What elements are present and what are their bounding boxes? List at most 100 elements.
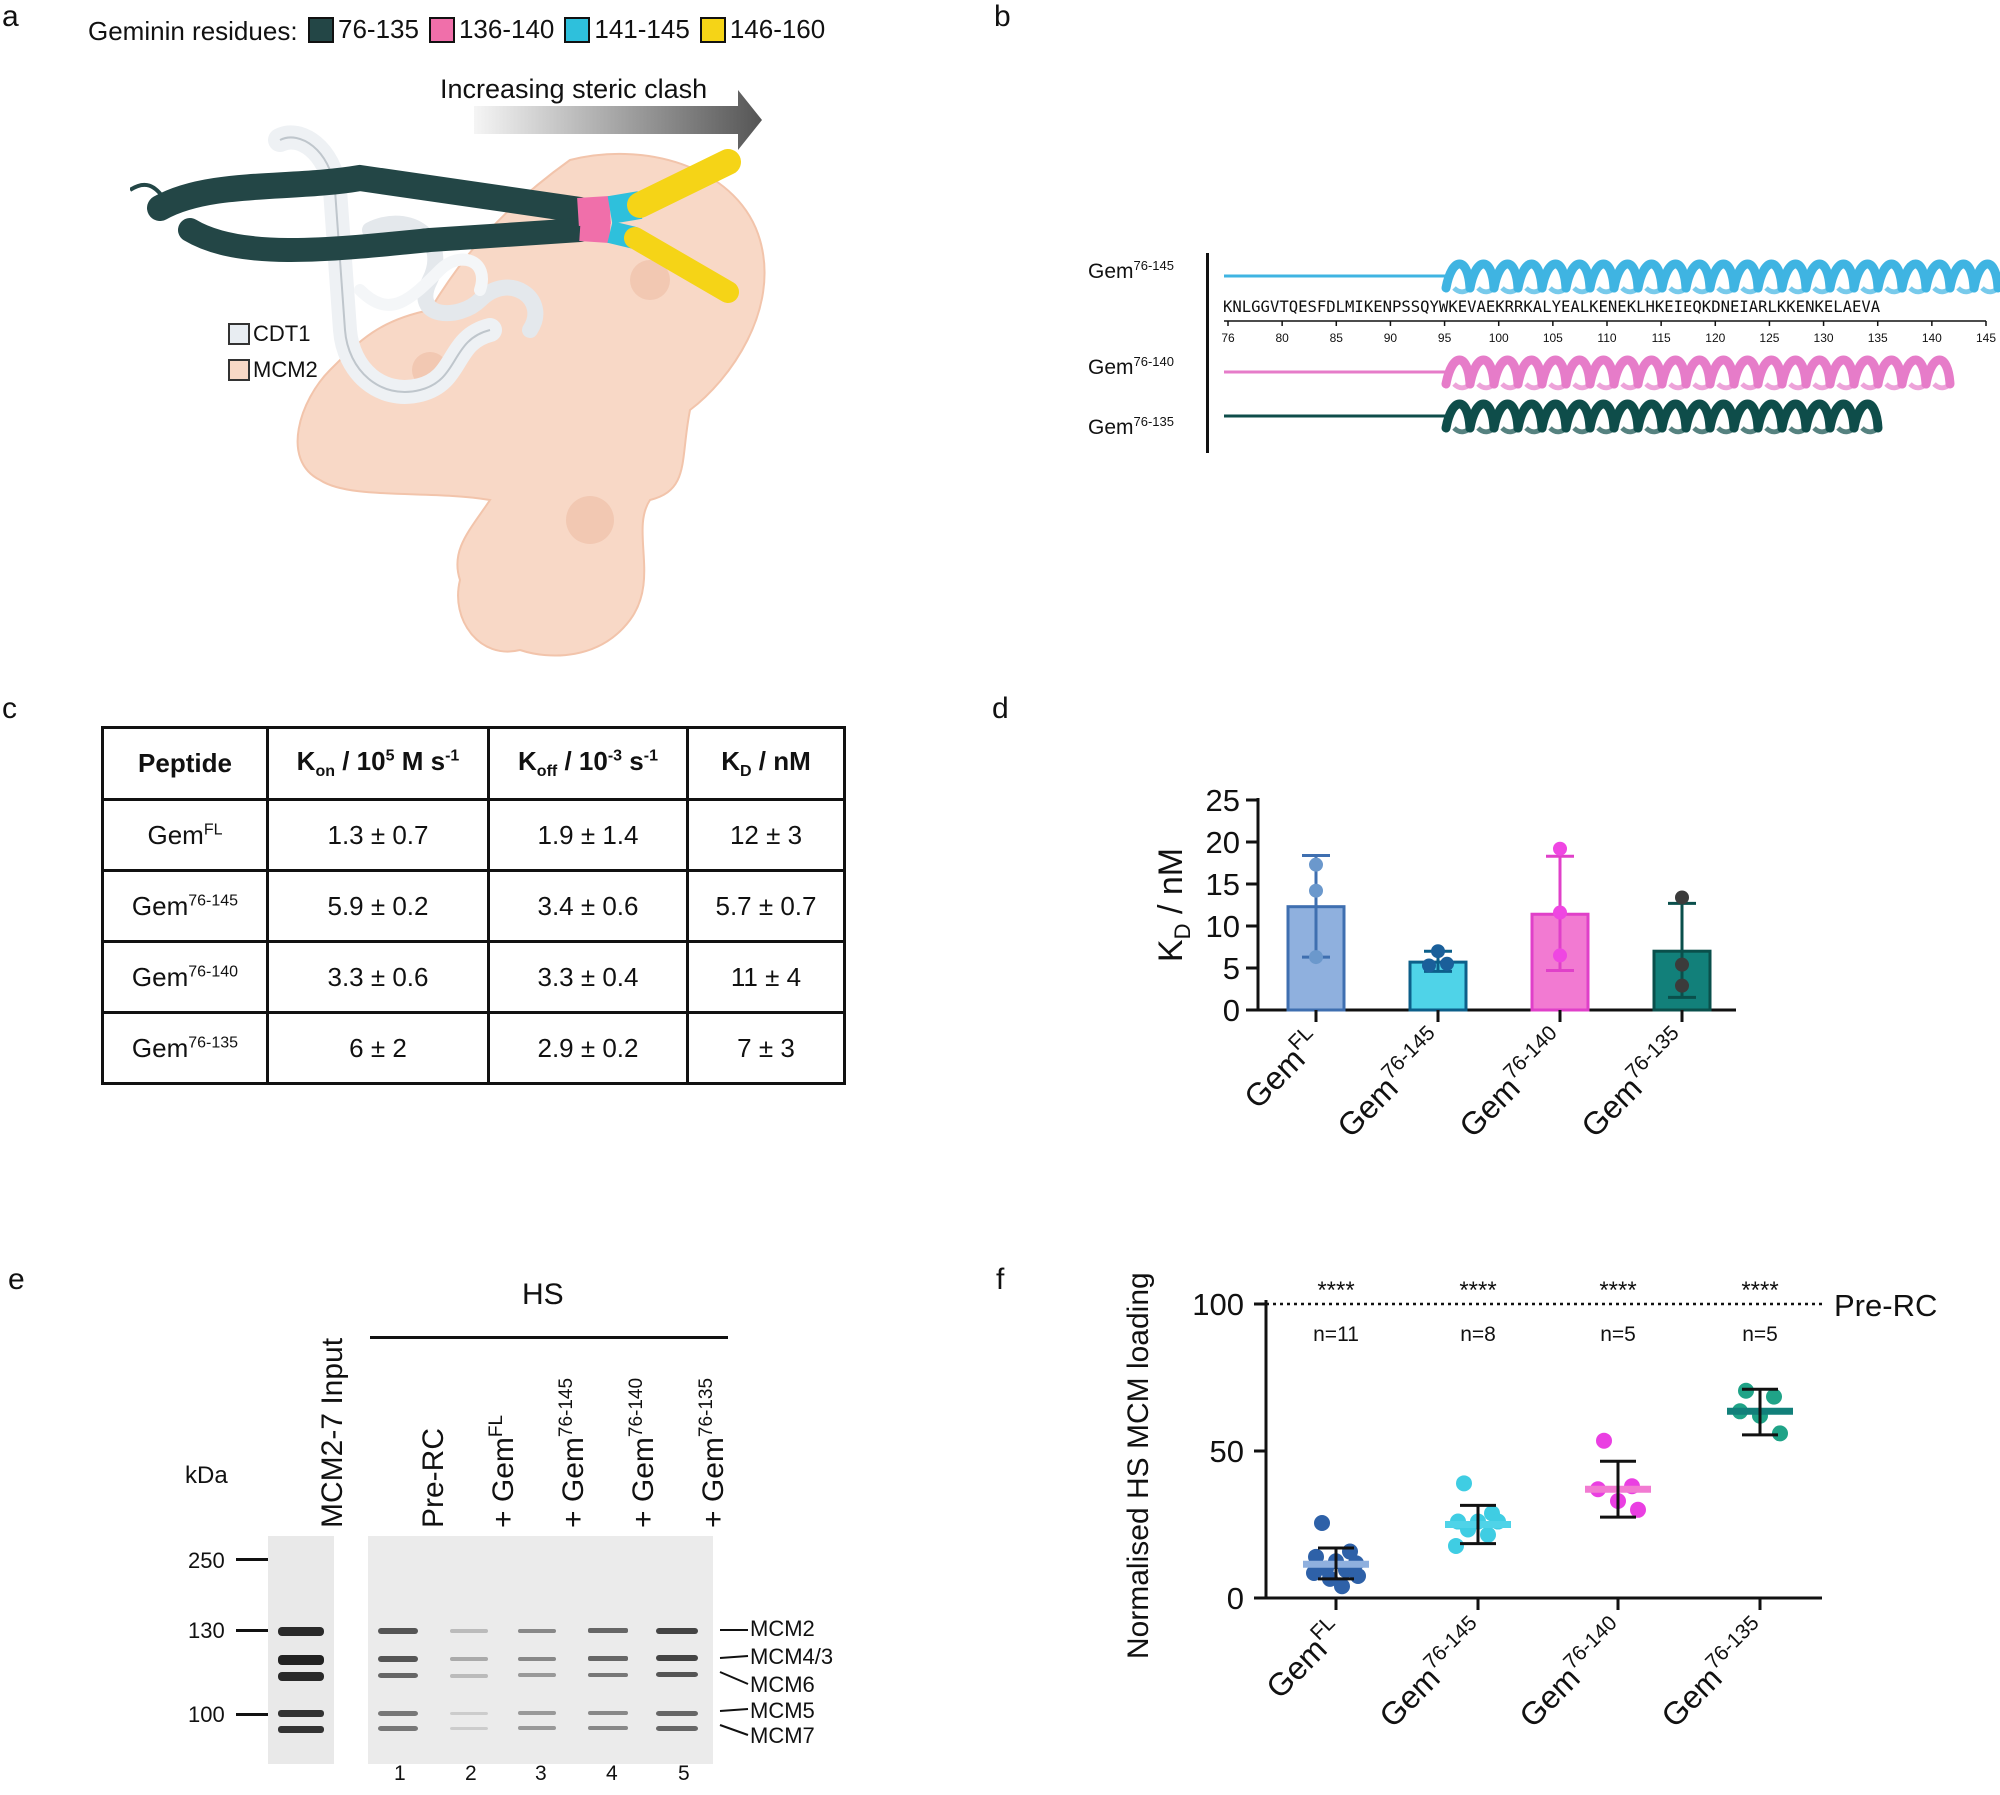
kon-k: K: [296, 745, 316, 776]
cell-peptide: Gem76-140: [101, 940, 269, 1014]
data-point: [1350, 1567, 1366, 1584]
y-tick-label: 0: [1227, 1581, 1244, 1616]
construct-sup: 76-140: [1133, 354, 1174, 369]
data-point: [1334, 1578, 1350, 1595]
mcm-loading-scatter: 0 50 100 Normalised HS MCM loading Pre-RC ***…: [1122, 1272, 1937, 1734]
significance-marker: ****: [1741, 1277, 1778, 1304]
gel-band: [656, 1672, 698, 1677]
gel-band: [450, 1629, 488, 1633]
kon-unit2: M s: [394, 745, 446, 776]
y-tick-label: 100: [1192, 1287, 1244, 1322]
gel-band: [450, 1674, 488, 1678]
significance-marker: ****: [1317, 1277, 1354, 1304]
helix-turn: [1921, 355, 1955, 389]
geminin-tail: [130, 182, 167, 202]
kd-bar-chart: 0 5 10 15 20 25 KD / nM GemFLGem76-145Gem76-140…: [1152, 783, 1736, 1144]
data-point: [1553, 905, 1567, 920]
lane-header: Pre-RC: [417, 1427, 450, 1528]
gel-band: [656, 1628, 698, 1634]
legend-label: 146-160: [729, 14, 826, 44]
gel-band: [656, 1655, 698, 1661]
gel-band: [588, 1711, 628, 1715]
ruler-tick-label: 85: [1330, 331, 1344, 345]
ruler-tick-label: 115: [1652, 331, 1671, 345]
construct-name: Gem: [1088, 356, 1134, 379]
gel-band: [588, 1673, 628, 1677]
band-label: MCM2: [750, 1616, 815, 1641]
band-pointer: [719, 1671, 749, 1685]
band-label: MCM4/3: [750, 1644, 834, 1669]
gel-band: [518, 1673, 556, 1677]
panel-label-b: b: [994, 0, 1011, 33]
helix-145: [1441, 259, 2000, 295]
gel-band: [278, 1726, 324, 1733]
lane-number: 2: [465, 1762, 477, 1785]
cdt1-swatch: [228, 323, 250, 345]
y-tick-label: 50: [1210, 1434, 1244, 1469]
legend-label-cdt1: CDT1: [253, 321, 311, 346]
y-axis-label: KD / nM: [1152, 848, 1195, 962]
cell-koff: 1.9 ± 1.4: [487, 798, 689, 872]
data-point: [1675, 890, 1689, 905]
pre-rc-label: Pre-RC: [1834, 1288, 1937, 1323]
mw-marker-250: 250: [188, 1548, 225, 1573]
table-row: Gem76-140 3.3 ± 0.6 3.3 ± 0.4 11 ± 4: [101, 940, 846, 1014]
kd-k: K: [721, 745, 740, 776]
gel-band: [278, 1710, 324, 1717]
gel-band: [518, 1629, 556, 1633]
header-kon: Kon / 105 M s-1: [266, 726, 490, 801]
ruler-tick-label: 145: [1976, 331, 1996, 345]
gel-band: [656, 1711, 698, 1716]
helix-diagram: 76 80 85 90 95 100 105 110 115 120 125 130 135 140 145: [1221, 259, 2000, 435]
band-pointer: [719, 1655, 749, 1659]
helix-turn: [1849, 399, 1883, 433]
gel-band: [450, 1727, 488, 1730]
data-point: [1630, 1501, 1646, 1518]
helix-140: [1441, 355, 1955, 391]
construct-name: Gem: [1088, 260, 1134, 283]
koff-unit: / 10: [557, 745, 608, 776]
gel-band: [378, 1673, 418, 1678]
x-tick-label: Gem76-135: [1572, 1021, 1695, 1144]
construct-name: Gem: [1088, 416, 1134, 439]
header-kd: KD / nM: [686, 726, 846, 801]
data-point: [1448, 1537, 1464, 1554]
data-point: [1772, 1425, 1788, 1442]
gel-band: [378, 1726, 418, 1731]
cell-kon: 6 ± 2: [266, 1011, 490, 1085]
data-point: [1309, 857, 1323, 872]
table-row: GemFL 1.3 ± 0.7 1.9 ± 1.4 12 ± 3: [101, 798, 846, 872]
lane-header: + Gem76-135: [696, 1377, 730, 1528]
geminin-helix-yellow: [624, 227, 739, 303]
helix-turn: [1969, 259, 2000, 293]
construct-label-140: Gem76-140: [1088, 354, 1174, 380]
x-tick-label: Gem76-145: [1328, 1021, 1451, 1144]
lane-header: + GemFL: [486, 1414, 520, 1528]
helix-turn-back: [1932, 382, 1952, 391]
data-point: [1440, 956, 1454, 971]
cell-kon: 1.3 ± 0.7: [266, 798, 490, 872]
cell-kd: 5.7 ± 0.7: [686, 869, 846, 943]
ruler-ticks: 76 80 85 90 95 100 105 110 115 120 125 130 135 140 145: [1221, 321, 1996, 345]
structure-illustration: [130, 90, 766, 657]
structure-legend: CDT1 MCM2: [228, 316, 318, 388]
gel-band: [518, 1726, 556, 1730]
band-pointer: [719, 1708, 749, 1712]
n-label: n=8: [1460, 1323, 1496, 1346]
lane-number: 3: [535, 1762, 547, 1785]
significance-marker: ****: [1599, 1277, 1636, 1304]
cdt1-ribbon: [279, 136, 491, 393]
mw-marker-100: 100: [188, 1702, 225, 1727]
geminin-helix-dark: [147, 164, 593, 223]
gel-band: [450, 1657, 488, 1661]
data-point: [1422, 958, 1436, 973]
hs-title: HS: [522, 1278, 564, 1311]
surface-bump: [566, 496, 614, 544]
koff-sub: off: [536, 763, 558, 781]
lane-header: + Gem76-140: [626, 1377, 660, 1528]
construct-label-145: Gem76-145: [1088, 258, 1174, 284]
data-point: [1456, 1475, 1472, 1492]
ruler-tick-label: 100: [1489, 331, 1509, 345]
gel-image: [268, 1536, 713, 1764]
mw-tick: [236, 1558, 268, 1561]
